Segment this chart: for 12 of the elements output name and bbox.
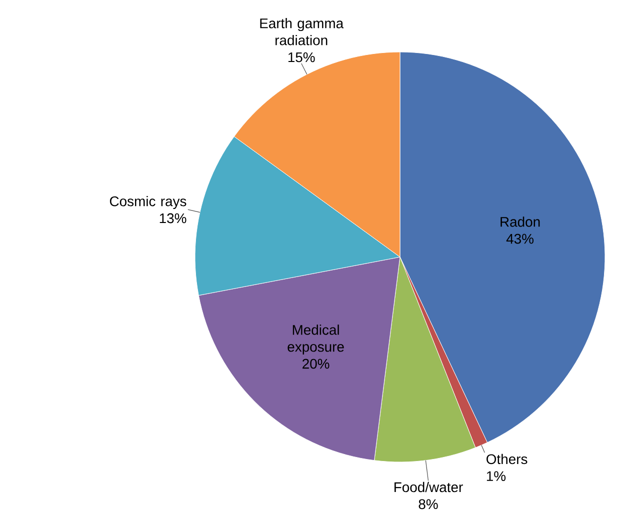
slice-label: Others — [486, 454, 528, 464]
slice-label: Medical exposure — [288, 324, 344, 355]
data-label: 1% — [486, 471, 506, 481]
slice-label: Food/water — [394, 482, 463, 492]
slice-label: Radon — [500, 216, 540, 227]
slice-label: Earth gamma radiation — [260, 18, 344, 46]
slice-label: Cosmic rays — [110, 196, 186, 210]
data-label: 43% — [506, 234, 534, 244]
data-label: 15% — [288, 52, 315, 62]
data-label: 20% — [302, 358, 330, 369]
data-label: 8% — [418, 499, 438, 510]
data-label: 13% — [160, 213, 186, 224]
